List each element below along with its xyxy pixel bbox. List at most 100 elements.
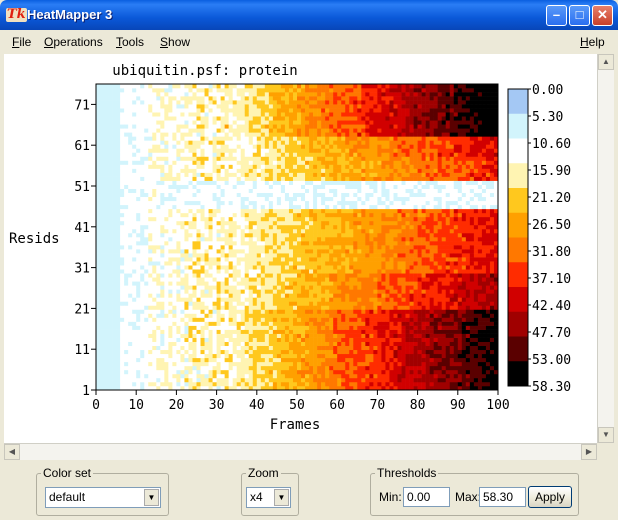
heatmap-cell [128, 301, 133, 306]
heatmap-cell [329, 309, 334, 314]
heatmap-cell [280, 112, 286, 117]
heatmap-cell [224, 88, 229, 93]
heatmap-cell [184, 192, 189, 198]
heatmap-cell [248, 305, 254, 310]
heatmap-cell [276, 377, 282, 383]
heatmap-cell [329, 100, 334, 105]
heatmap-cell [148, 116, 153, 121]
heatmap-cell [104, 212, 109, 218]
heatmap-cell [272, 140, 278, 145]
heatmap-cell [176, 349, 181, 355]
heatmap-cell [212, 373, 217, 379]
heatmap-cell [112, 112, 117, 117]
title-bar[interactable]: Tk HeatMapper 3 – □ ✕ [0, 0, 618, 30]
heatmap-cell [284, 301, 290, 306]
heatmap-cell [345, 281, 350, 286]
heatmap-cell [220, 377, 225, 383]
heatmap-cell [305, 84, 310, 89]
heatmap-cell [136, 88, 141, 93]
menu-tools[interactable]: Tools [116, 35, 145, 49]
menu-show[interactable]: Show [160, 35, 191, 49]
heatmap-cell [124, 140, 129, 145]
heatmap-cell [104, 373, 109, 379]
heatmap-cell [144, 200, 149, 206]
heatmap-cell [232, 216, 237, 222]
heatmap-cell [200, 257, 205, 262]
heatmap-cell [268, 112, 274, 117]
heatmap-cell [232, 180, 237, 185]
heatmap-cell [321, 277, 326, 282]
heatmap-cell [152, 156, 157, 161]
heatmap-cell [297, 289, 302, 294]
heatmap-cell [156, 84, 161, 89]
heatmap-cell [337, 241, 342, 246]
heatmap-cell [136, 212, 141, 218]
heatmap-cell [208, 281, 213, 286]
close-button[interactable]: ✕ [592, 5, 613, 26]
heatmap-cell [276, 168, 282, 173]
heatmap-cell [144, 357, 149, 363]
heatmap-cell [288, 317, 294, 322]
heatmap-cell [176, 385, 181, 391]
heatmap-cell [349, 357, 354, 363]
heatmap-cell [100, 124, 105, 129]
heatmap-cell [96, 84, 101, 89]
heatmap-cell [353, 237, 358, 242]
heatmap-cell [260, 92, 266, 97]
heatmap-cell [228, 309, 233, 314]
heatmap-cell [196, 273, 201, 278]
heatmap-cell [333, 108, 338, 113]
heatmap-cell [156, 369, 161, 375]
heatmap-cell [357, 265, 362, 270]
heatmap-cell [180, 168, 185, 173]
chart-title: ubiquitin.psf: protein [112, 63, 297, 79]
heatmap-cell [228, 132, 233, 137]
heatmap-cell [244, 277, 250, 282]
heatmap-cell [200, 128, 205, 133]
heatmap-cell [188, 321, 193, 326]
heatmap-cell [329, 361, 334, 367]
menu-operations[interactable]: Operations [44, 35, 103, 49]
minimize-button[interactable]: – [546, 5, 567, 26]
heatmap-cell [337, 128, 342, 133]
heatmap-cell [313, 333, 318, 338]
heatmap-cell [256, 249, 262, 254]
heatmap-cell [284, 144, 290, 149]
heatmap-cell [228, 104, 233, 109]
heatmap-cell [212, 333, 217, 338]
heatmap-cell [337, 277, 342, 282]
heatmap-cell [180, 353, 185, 359]
heatmap-cell [136, 373, 141, 379]
menu-file[interactable]: File [12, 35, 32, 49]
heatmap-cell [272, 285, 278, 290]
heatmap-cell [228, 325, 233, 330]
heatmap-cell [309, 176, 314, 181]
heatmap-cell [104, 337, 109, 342]
heatmap-cell [124, 269, 129, 274]
heatmap-cell [256, 140, 262, 145]
heatmap-cell [120, 104, 125, 109]
heatmap-cell [148, 285, 153, 290]
heatmap-cell [144, 313, 149, 318]
menu-help[interactable]: Help [580, 35, 605, 49]
heatmap-cell [128, 269, 133, 274]
heatmap-cell [160, 128, 165, 133]
heatmap-cell [164, 253, 169, 258]
heatmap-cell [176, 257, 181, 262]
heatmap-cell [232, 204, 237, 210]
heatmap-canvas[interactable]: ubiquitin.psf: protein 0 10 20 30 40 50 60 70 80… [4, 54, 597, 443]
maximize-button[interactable]: □ [569, 5, 590, 26]
heatmap-cell [313, 172, 318, 177]
heatmap-cell [112, 144, 117, 149]
heatmap-cell [216, 148, 221, 153]
heatmap-cell [160, 104, 165, 109]
heatmap-cell [284, 136, 290, 141]
heatmap-cell [224, 192, 229, 198]
heatmap-cell [168, 273, 173, 278]
heatmap-cell [341, 341, 346, 347]
heatmap-cell [124, 208, 129, 214]
heatmap-cell [357, 321, 362, 326]
heatmap-cell [256, 184, 262, 189]
heatmap-cell [192, 116, 197, 121]
heatmap-cell [116, 385, 121, 391]
